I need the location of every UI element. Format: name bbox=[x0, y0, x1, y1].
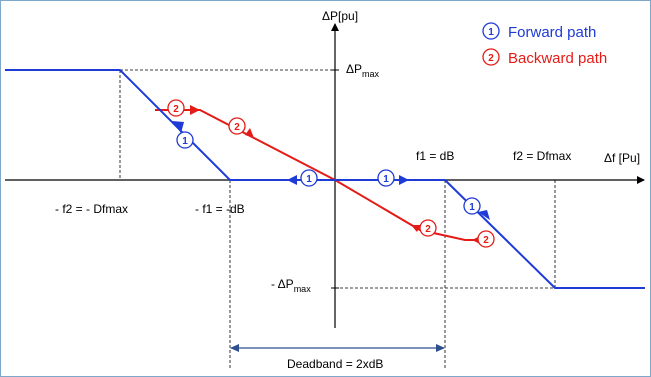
f1-pos-label: f1 = dB bbox=[416, 149, 454, 163]
forward-arrow-right-slope bbox=[478, 210, 490, 220]
svg-text:2: 2 bbox=[173, 104, 179, 115]
svg-text:2: 2 bbox=[234, 122, 240, 133]
dp-max-label: ΔPmax bbox=[346, 62, 380, 79]
legend-forward-label: Forward path bbox=[508, 24, 596, 41]
f2-neg-label: - f2 = - Dfmax bbox=[55, 202, 128, 216]
marker-1-right-slope: 1 bbox=[463, 197, 481, 215]
forward-arrow-deadband-right bbox=[399, 175, 409, 185]
legend-backward: 2 Backward path bbox=[482, 48, 607, 67]
guide-lines bbox=[119, 69, 556, 370]
neg-dp-max-label: - ΔPmax bbox=[271, 277, 311, 294]
forward-arrow-deadband-left bbox=[287, 175, 297, 185]
svg-text:1: 1 bbox=[182, 136, 188, 147]
marker-1-deadband-right: 1 bbox=[377, 169, 395, 187]
backward-arrow-upper-slope bbox=[245, 128, 254, 138]
marker-1-deadband-left: 1 bbox=[300, 169, 318, 187]
backward-arrow-lower-slope bbox=[411, 225, 421, 232]
svg-text:1: 1 bbox=[488, 27, 494, 38]
legend-backward-label: Backward path bbox=[508, 50, 607, 67]
y-axis-label: ΔP[pu] bbox=[322, 9, 358, 23]
marker-2-top: 2 bbox=[167, 99, 185, 117]
forward-path-line bbox=[5, 69, 645, 289]
legend: 1 Forward path 2 Backward path bbox=[482, 22, 607, 67]
marker-2-lower-slope: 2 bbox=[419, 219, 437, 237]
svg-text:2: 2 bbox=[425, 224, 431, 235]
marker-2-upper-slope: 2 bbox=[228, 117, 246, 135]
direction-arrows bbox=[172, 105, 490, 245]
deadband-label: Deadband = 2xdB bbox=[287, 357, 383, 371]
marker-1-left-slope: 1 bbox=[176, 131, 194, 149]
legend-forward: 1 Forward path bbox=[482, 22, 596, 41]
path-markers: 1 1 1 1 2 2 2 2 bbox=[167, 99, 495, 248]
marker-2-bottom: 2 bbox=[477, 230, 495, 248]
svg-text:2: 2 bbox=[483, 235, 489, 246]
x-axis-label: Δf [Pu] bbox=[604, 151, 640, 165]
f1-neg-label: - f1 = -dB bbox=[195, 202, 245, 216]
svg-text:2: 2 bbox=[488, 53, 494, 64]
svg-text:1: 1 bbox=[306, 174, 312, 185]
backward-path-line bbox=[155, 109, 490, 241]
backward-arrow-top bbox=[190, 105, 200, 115]
f2-pos-label: f2 = Dfmax bbox=[513, 149, 571, 163]
svg-text:1: 1 bbox=[469, 202, 475, 213]
svg-text:1: 1 bbox=[383, 174, 389, 185]
forward-arrow-left-slope bbox=[172, 121, 184, 133]
tick-marks bbox=[331, 69, 339, 289]
